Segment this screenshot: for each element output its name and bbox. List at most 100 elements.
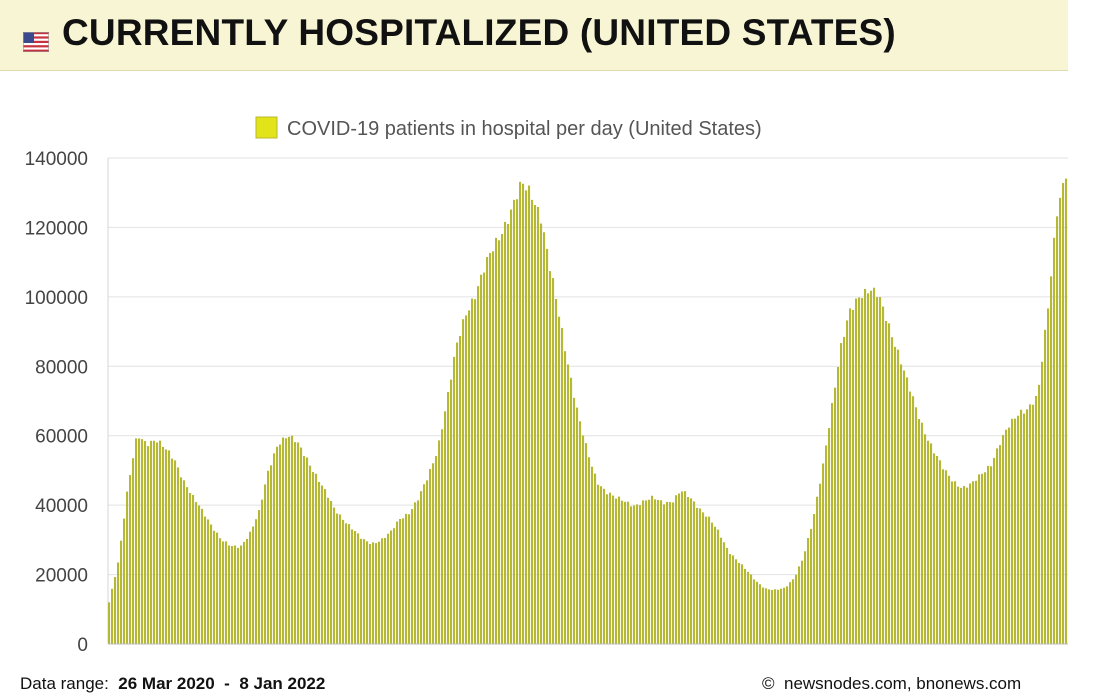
y-tick-label: 20000: [35, 566, 88, 587]
bar: [693, 501, 696, 644]
bar: [576, 407, 579, 644]
legend-swatch: [255, 116, 278, 139]
bar: [396, 521, 399, 644]
bar: [678, 493, 681, 644]
bar: [900, 364, 903, 644]
bar: [300, 447, 303, 644]
bar: [948, 475, 951, 644]
y-tick-label: 60000: [35, 427, 88, 448]
bar: [699, 508, 702, 644]
bar: [942, 469, 945, 644]
bar: [534, 205, 537, 644]
y-tick-label: 100000: [25, 288, 88, 309]
data-range-separator: -: [224, 674, 230, 693]
bar: [372, 542, 375, 644]
bar: [954, 481, 957, 644]
bar: [513, 199, 516, 644]
bar: [744, 568, 747, 644]
bar: [309, 465, 312, 644]
bar: [219, 538, 222, 644]
bar: [1038, 384, 1041, 644]
bar: [765, 588, 768, 644]
bar: [471, 298, 474, 644]
bar: [132, 458, 135, 644]
bar: [465, 315, 468, 644]
bar: [873, 287, 876, 644]
bar: [738, 562, 741, 644]
bar: [441, 429, 444, 644]
bar: [327, 497, 330, 644]
bar: [591, 466, 594, 644]
bar: [435, 456, 438, 644]
page-title: CURRENTLY HOSPITALIZED (UNITED STATES): [62, 12, 896, 53]
bar: [837, 366, 840, 644]
bar: [573, 397, 576, 644]
bar: [1011, 418, 1014, 644]
bar: [957, 486, 960, 644]
bar: [345, 523, 348, 644]
bar: [399, 519, 402, 644]
bar: [786, 586, 789, 644]
bar: [762, 587, 765, 644]
bar: [609, 492, 612, 644]
bar: [969, 483, 972, 644]
us-flag-icon: [23, 32, 49, 52]
bar: [324, 489, 327, 644]
bar: [879, 297, 882, 644]
bar: [867, 293, 870, 644]
bar: [561, 327, 564, 644]
bar: [933, 453, 936, 644]
bar: [810, 528, 813, 644]
bar: [126, 491, 129, 644]
bar: [1041, 361, 1044, 644]
bar: [408, 514, 411, 644]
bar: [285, 438, 288, 644]
bar: [684, 491, 687, 644]
bar: [468, 310, 471, 644]
bar: [687, 497, 690, 644]
bar: [348, 524, 351, 644]
bar: [636, 504, 639, 644]
bar: [423, 484, 426, 644]
bar: [870, 290, 873, 644]
bar: [375, 543, 378, 644]
bar: [660, 500, 663, 644]
bar: [588, 457, 591, 644]
bar: [192, 494, 195, 644]
bar: [183, 480, 186, 644]
copyright-icon: ©: [762, 674, 775, 693]
bar: [594, 473, 597, 644]
bar: [669, 502, 672, 644]
bar: [207, 519, 210, 644]
bar: [651, 495, 654, 644]
bar: [369, 544, 372, 644]
bar: [237, 547, 240, 644]
bar: [564, 351, 567, 644]
bar: [984, 472, 987, 644]
bar: [858, 297, 861, 644]
bar: [831, 403, 834, 644]
bar: [510, 209, 513, 644]
bar: [282, 437, 285, 644]
bar: [732, 555, 735, 644]
bar: [255, 519, 258, 644]
bar: [582, 435, 585, 644]
legend-label: COVID-19 patients in hospital per day (U…: [287, 118, 762, 140]
bar: [333, 507, 336, 644]
bar: [354, 531, 357, 644]
bar: [987, 465, 990, 644]
bar: [714, 526, 717, 644]
bar: [717, 529, 720, 644]
bar: [504, 221, 507, 644]
bar: [843, 336, 846, 644]
bar: [222, 541, 225, 644]
bar: [252, 526, 255, 644]
data-range-label: Data range:: [20, 674, 109, 693]
bar: [294, 442, 297, 644]
bar: [453, 356, 456, 644]
bar: [813, 513, 816, 644]
bar: [516, 199, 519, 644]
bar: [147, 446, 150, 644]
bar: [141, 439, 144, 644]
bar: [855, 298, 858, 644]
